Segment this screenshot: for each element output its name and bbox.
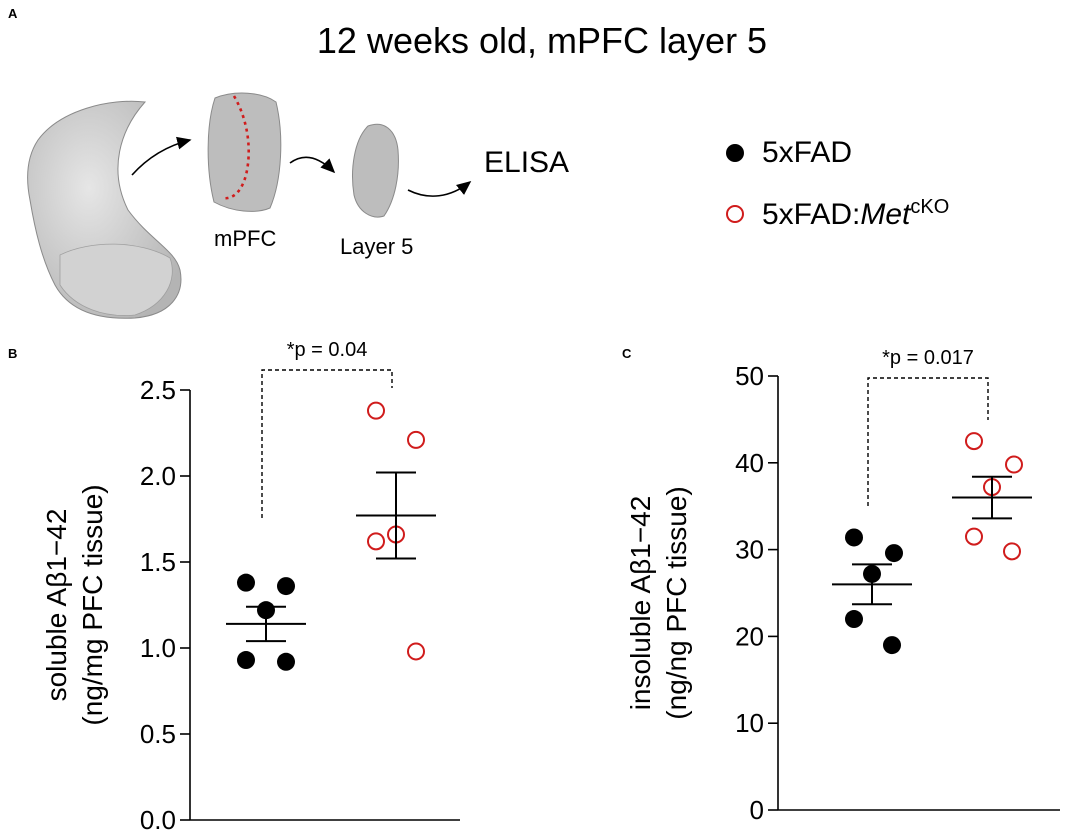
- arrow-icon: [289, 156, 336, 174]
- layer5-piece: [352, 123, 399, 218]
- y-tick-label: 1.0: [140, 633, 176, 663]
- data-point: [1003, 542, 1021, 561]
- y-tick-label: 20: [735, 621, 764, 651]
- y-tick-label: 2.5: [140, 375, 176, 405]
- data-point: [277, 652, 295, 671]
- data-point: [277, 577, 295, 596]
- y-axis-label: soluble Aβ1−42: [41, 509, 72, 702]
- step-label-mpfc: mPFC: [214, 226, 277, 251]
- data-point: [407, 430, 425, 449]
- filled-circle-icon: [726, 144, 744, 162]
- data-point: [885, 544, 903, 563]
- y-tick-label: 1.5: [140, 547, 176, 577]
- data-point: [367, 401, 385, 420]
- data-point: [237, 573, 255, 592]
- legend-item-metcko: 5xFAD:MetcKO: [726, 196, 949, 232]
- chart-b: 0.0 0.5 1.0 1.5 2.0 2.5 soluble Aβ1−42 (ng/mg P…: [41, 339, 460, 835]
- y-tick-label: 0: [750, 795, 764, 825]
- y-tick-label: 2.0: [140, 461, 176, 491]
- y-axis-label: (ng/mg PFC tissue): [77, 484, 108, 725]
- y-tick-label: 10: [735, 708, 764, 738]
- tissue-diagram: [27, 92, 472, 319]
- panel-c-letter: C: [622, 346, 632, 361]
- data-point: [845, 610, 863, 629]
- data-point: [367, 532, 385, 551]
- arrow-icon: [407, 181, 472, 197]
- y-tick-label: 0.5: [140, 719, 176, 749]
- step-label-layer5: Layer 5: [340, 234, 414, 259]
- y-axis-label: insoluble Aβ1−42: [625, 496, 656, 711]
- data-point: [965, 432, 983, 451]
- open-circle-icon: [726, 205, 744, 223]
- y-tick-label: 40: [735, 448, 764, 478]
- data-point: [845, 528, 863, 547]
- figure-title: 12 weeks old, mPFC layer 5: [316, 20, 768, 61]
- arrow-icon: [131, 136, 192, 176]
- data-point: [237, 651, 255, 670]
- legend-label: 5xFAD: [762, 136, 853, 169]
- panel-a-letter: A: [8, 6, 18, 21]
- p-value-annotation: *p = 0.017: [882, 347, 974, 369]
- y-tick-label: 0.0: [140, 805, 176, 835]
- significance-bracket: [867, 377, 989, 506]
- y-axis-label: (ng/ng PFC tissue): [661, 486, 692, 719]
- mpfc-piece: [207, 92, 282, 212]
- significance-bracket: [261, 369, 393, 518]
- assay-label: ELISA: [484, 146, 570, 179]
- legend-item-5xfad: 5xFAD: [726, 136, 852, 170]
- data-point: [407, 642, 425, 661]
- data-point: [965, 527, 983, 546]
- data-point: [1005, 455, 1023, 474]
- panel-b-letter: B: [8, 346, 18, 361]
- layer5-boundary: [221, 95, 250, 200]
- brain-slice-lower: [59, 243, 173, 316]
- data-point: [883, 636, 901, 655]
- y-tick-label: 50: [735, 361, 764, 391]
- y-tick-label: 30: [735, 535, 764, 565]
- legend-label: 5xFAD:MetcKO: [762, 196, 950, 231]
- chart-c: 0 10 20 30 40 50 insoluble Aβ1−42 (ng/ng PFC ti…: [625, 347, 1060, 825]
- p-value-annotation: *p = 0.04: [287, 339, 368, 361]
